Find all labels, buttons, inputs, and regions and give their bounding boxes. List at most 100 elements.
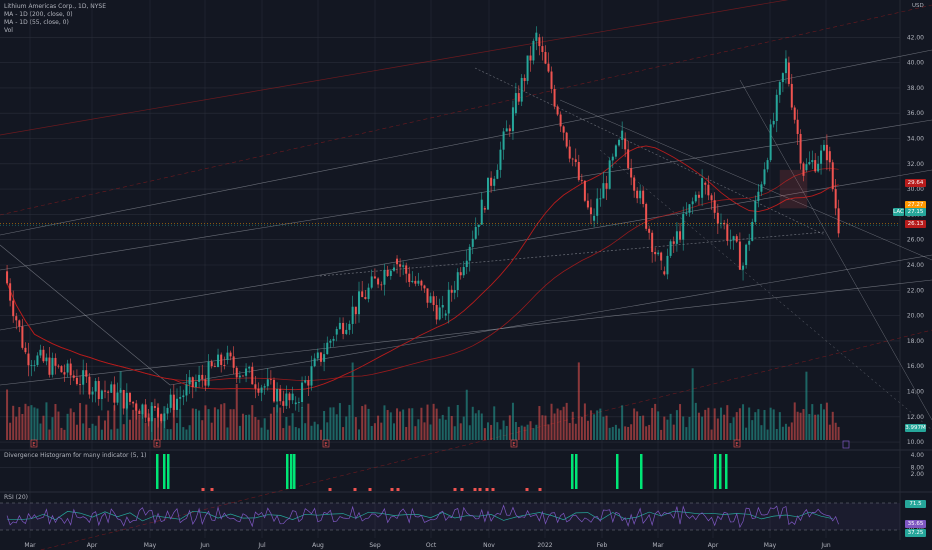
candle-body — [654, 251, 657, 255]
volume-bar — [383, 405, 386, 440]
volume-bar — [417, 419, 420, 440]
candle-body — [468, 246, 471, 261]
earnings-marker — [322, 439, 330, 448]
candle-body — [660, 252, 663, 261]
volume-bar — [42, 415, 45, 440]
divergence-title[interactable]: Divergence Histogram for many indicator … — [4, 452, 147, 459]
candle-body — [672, 241, 675, 244]
candle-body — [257, 388, 260, 393]
candle-body — [778, 82, 781, 95]
candle-body — [354, 306, 357, 315]
volume-bar — [175, 423, 178, 440]
upper-price-tag: 29.64 — [905, 179, 926, 187]
x-tick-label: 2022 — [537, 542, 552, 549]
ma55-legend[interactable]: MA - 1D (55, close, 0) — [4, 19, 69, 26]
ma-price-tag: 27.27 — [905, 201, 926, 209]
volume-bar — [654, 403, 657, 440]
candle-body — [232, 356, 235, 368]
volume-bar — [486, 422, 489, 440]
volume-bar — [226, 427, 229, 440]
candle-body — [191, 377, 194, 388]
volume-bar — [153, 418, 156, 440]
candle-body — [160, 414, 163, 422]
candle-body — [213, 366, 216, 368]
volume-bar — [235, 383, 238, 440]
candle-body — [414, 280, 417, 284]
candle-body — [48, 357, 51, 375]
volume-bar — [291, 413, 294, 440]
candle-body — [825, 144, 828, 161]
candle-body — [373, 276, 376, 279]
volume-bar — [657, 411, 660, 440]
volume-bar — [465, 389, 468, 440]
candle-body — [483, 208, 486, 210]
candle-body — [729, 240, 732, 242]
candle-body — [710, 195, 713, 201]
divergence-bar — [725, 454, 728, 489]
candle-body — [837, 208, 840, 234]
volume-bar — [748, 407, 751, 440]
candle-body — [138, 410, 141, 415]
candle-body — [104, 390, 107, 392]
volume-bar — [571, 411, 574, 440]
volume-bar — [27, 406, 30, 440]
volume-bar — [837, 426, 840, 440]
candle-body — [817, 163, 820, 172]
rsi-band — [0, 503, 900, 530]
candle-body — [42, 349, 45, 362]
candle-body — [15, 316, 18, 321]
volume-bar — [335, 414, 338, 440]
candle-body — [241, 375, 244, 377]
volume-bar — [188, 425, 191, 440]
candle-body — [426, 288, 429, 303]
divergence-neg-bar — [485, 488, 489, 491]
candle-body — [182, 395, 185, 398]
x-tick-label: Jul — [257, 542, 266, 549]
volume-bar — [760, 425, 763, 440]
volume-bar — [220, 404, 223, 440]
symbol-title[interactable]: Lithium Americas Corp., 1D, NYSE — [4, 3, 107, 10]
volume-bar — [769, 407, 772, 440]
rsi-title[interactable]: RSI (20) — [4, 494, 28, 501]
candle-body — [599, 198, 602, 200]
volume-bar — [811, 404, 814, 440]
volume-bar — [707, 407, 710, 440]
volume-bar — [630, 424, 633, 440]
candle-body — [514, 93, 517, 114]
candle-body — [618, 139, 621, 146]
candle-body — [288, 393, 291, 401]
candle-body — [675, 231, 678, 244]
candle-body — [12, 300, 15, 317]
volume-bar — [808, 413, 811, 440]
volume-bar — [172, 403, 175, 440]
volume-bar — [529, 421, 532, 440]
volume-bar — [453, 426, 456, 440]
volume-bar — [648, 424, 651, 440]
candle-body — [238, 375, 241, 378]
earnings-marker-label: E — [735, 442, 738, 448]
volume-bar — [447, 406, 450, 440]
volume-bar — [72, 412, 75, 440]
volume-bar — [396, 408, 399, 440]
candle-body — [88, 376, 91, 395]
volume-bar — [462, 416, 465, 440]
volume-legend[interactable]: Vol — [4, 27, 13, 34]
candle-body — [107, 391, 110, 393]
volume-bar — [405, 426, 408, 440]
candle-body — [462, 267, 465, 276]
trend-channel-line — [39, 329, 932, 550]
volume-bar — [618, 428, 621, 440]
candle-body — [814, 160, 817, 172]
ma200-legend[interactable]: MA - 1D (200, close, 0) — [4, 11, 73, 18]
y-tick-label: 12.00 — [907, 414, 924, 421]
candle-body — [538, 37, 541, 47]
candle-body — [57, 365, 60, 367]
earnings-marker — [733, 439, 741, 448]
candle-body — [141, 404, 144, 415]
candle-body — [820, 150, 823, 164]
rsi-ma-tag: 71.5 — [905, 500, 926, 508]
candle-body — [738, 241, 741, 270]
divergence-neg-bar — [478, 488, 482, 491]
volume-bar — [538, 406, 541, 440]
